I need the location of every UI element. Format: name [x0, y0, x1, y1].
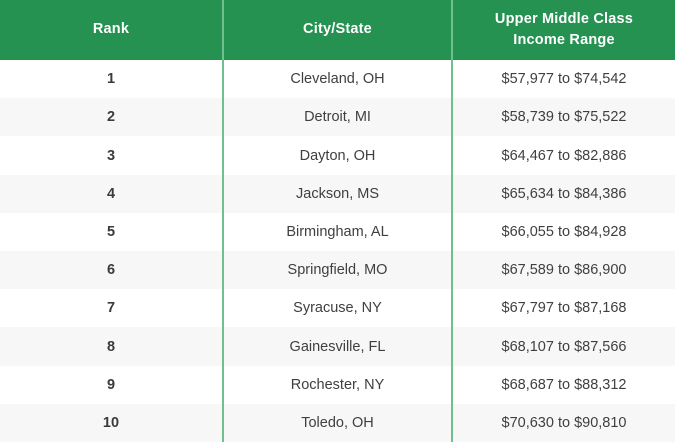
- city-cell: Detroit, MI: [224, 98, 453, 137]
- table-row: 5 Birmingham, AL $66,055 to $84,928: [0, 212, 675, 252]
- income-range-cell: $67,589 to $86,900: [501, 262, 627, 279]
- rank-cell: 4: [0, 174, 224, 213]
- rank-cell: 9: [0, 365, 224, 404]
- rank-cell: 7: [0, 289, 224, 328]
- table-header-row: Rank City/State Upper Middle Class Incom…: [0, 0, 675, 60]
- column-header-city: City/State: [224, 0, 453, 60]
- table-row: 10 Toledo, OH $70,630 to $90,810: [0, 403, 675, 442]
- rank-cell: 10: [0, 403, 224, 442]
- rank-cell: 1: [0, 60, 224, 99]
- income-range-cell: $68,107 to $87,566: [501, 338, 627, 355]
- income-range-cell: $65,634 to $84,386: [501, 185, 627, 202]
- city-cell: Rochester, NY: [224, 365, 453, 404]
- income-range-cell: $66,055 to $84,928: [501, 223, 627, 240]
- table-row: 3 Dayton, OH $64,467 to $82,886: [0, 136, 675, 175]
- rank-cell: 3: [0, 136, 224, 175]
- income-range-cell: $67,797 to $87,168: [501, 300, 627, 317]
- table-row: 4 Jackson, MS $65,634 to $84,386: [0, 174, 675, 213]
- table-row: 1 Cleveland, OH $57,977 to $74,542: [0, 60, 675, 99]
- city-cell: Dayton, OH: [224, 136, 453, 175]
- rank-cell: 8: [0, 327, 224, 366]
- table-row: 9 Rochester, NY $68,687 to $88,312: [0, 365, 675, 404]
- income-range-cell: $57,977 to $74,542: [501, 71, 627, 88]
- income-range-cell: $58,739 to $75,522: [501, 109, 627, 126]
- city-cell: Toledo, OH: [224, 403, 453, 442]
- table-row: 2 Detroit, MI $58,739 to $75,522: [0, 98, 675, 137]
- table-row: 6 Springfield, MO $67,589 to $86,900: [0, 251, 675, 290]
- table-row: 8 Gainesville, FL $68,107 to $87,566: [0, 327, 675, 366]
- rank-cell: 2: [0, 98, 224, 137]
- city-cell: Springfield, MO: [224, 251, 453, 290]
- city-cell: Syracuse, NY: [224, 289, 453, 328]
- income-range-cell: $68,687 to $88,312: [501, 376, 627, 393]
- income-range-cell: $70,630 to $90,810: [501, 414, 627, 431]
- rank-cell: 5: [0, 212, 224, 252]
- city-cell: Jackson, MS: [224, 174, 453, 213]
- column-header-rank: Rank: [0, 0, 224, 60]
- rank-cell: 6: [0, 251, 224, 290]
- city-cell: Birmingham, AL: [224, 212, 453, 252]
- column-header-income: Upper Middle Class Income Range: [494, 10, 634, 48]
- city-cell: Gainesville, FL: [224, 327, 453, 366]
- income-range-cell: $64,467 to $82,886: [501, 147, 627, 164]
- table-row: 7 Syracuse, NY $67,797 to $87,168: [0, 289, 675, 328]
- table-body: 1 Cleveland, OH $57,977 to $74,542 2 Detroit…: [0, 60, 675, 442]
- city-cell: Cleveland, OH: [224, 60, 453, 99]
